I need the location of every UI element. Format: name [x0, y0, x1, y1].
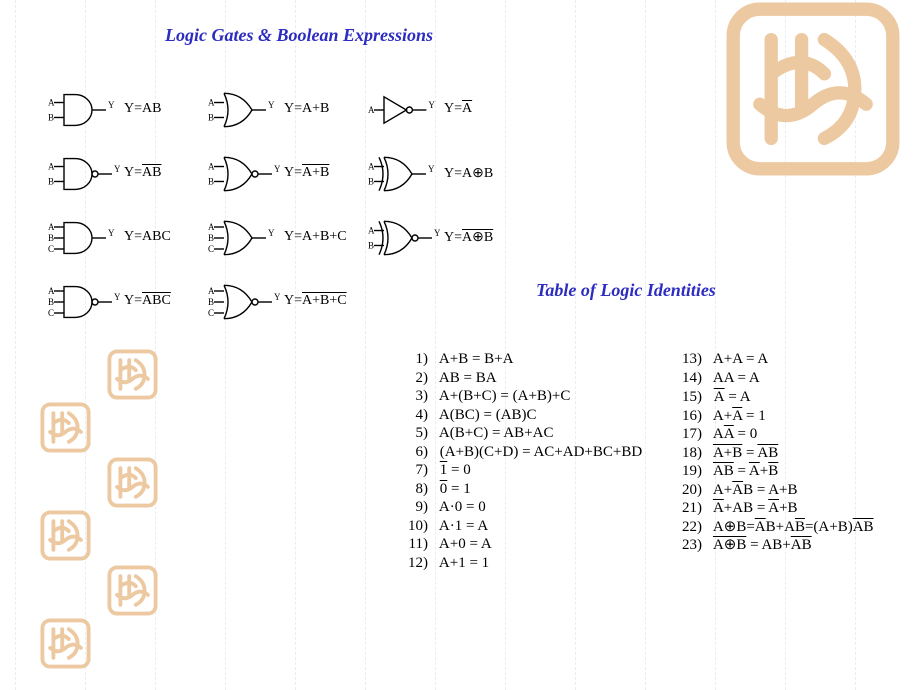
gate-nor: ABC Y Y=A+B+C	[208, 280, 368, 326]
identity-row: 14) AA = A	[672, 369, 874, 388]
seal-ornament	[105, 455, 160, 510]
svg-text:C: C	[208, 244, 214, 254]
identity-row: 12) A+1 = 1	[398, 554, 642, 573]
svg-text:A: A	[368, 162, 375, 172]
svg-text:Y: Y	[434, 228, 440, 238]
svg-text:B: B	[48, 176, 54, 186]
svg-text:A: A	[368, 105, 375, 115]
svg-text:A: A	[48, 98, 55, 108]
title-gates: Logic Gates & Boolean Expressions	[165, 25, 433, 46]
gate-nand: ABC Y Y=ABC	[48, 280, 208, 326]
title-identities: Table of Logic Identities	[536, 280, 716, 301]
svg-text:Y: Y	[108, 228, 115, 238]
gate-equation: Y=AB	[124, 101, 161, 117]
svg-text:Y: Y	[428, 100, 435, 110]
svg-text:Y: Y	[114, 164, 120, 174]
svg-text:B: B	[208, 297, 214, 307]
gate-and: ABC Y Y=ABC	[48, 216, 208, 262]
identity-row: 4) A(BC) = (AB)C	[398, 406, 642, 425]
identity-row: 23) A⊕B = AB+AB	[672, 536, 874, 555]
identity-row: 16) A+A = 1	[672, 407, 874, 426]
gate-equation: Y=A+B	[284, 165, 329, 181]
seal-ornament	[105, 347, 160, 402]
svg-text:A: A	[208, 98, 215, 108]
identity-row: 22) A⊕B=AB+AB=(A+B)AB	[672, 518, 874, 537]
gate-equation: Y=A+B	[284, 101, 329, 117]
svg-text:Y: Y	[114, 292, 120, 302]
identity-row: 6) (A+B)(C+D) = AC+AD+BC+BD	[398, 443, 642, 462]
svg-text:B: B	[48, 112, 54, 122]
identity-row: 20) A+AB = A+B	[672, 481, 874, 500]
gate-xor: AB Y Y=A⊕B	[368, 152, 528, 198]
identity-row: 7) 1 = 0	[398, 461, 642, 480]
svg-text:Y: Y	[274, 164, 280, 174]
gate-xnor: AB Y Y=A⊕B	[368, 216, 528, 262]
identity-row: 3) A+(B+C) = (A+B)+C	[398, 387, 642, 406]
seal-ornament	[105, 563, 160, 618]
identity-row: 11) A+0 = A	[398, 535, 642, 554]
gate-nor: AB Y Y=A+B	[208, 152, 368, 198]
svg-text:Y: Y	[428, 164, 435, 174]
svg-text:B: B	[208, 176, 214, 186]
gate-or: AB Y Y=A+B	[208, 88, 368, 134]
svg-text:Y: Y	[268, 100, 275, 110]
identity-row: 1) A+B = B+A	[398, 350, 642, 369]
svg-text:B: B	[368, 176, 374, 186]
svg-text:A: A	[208, 162, 215, 172]
identity-row: 19) AB = A+B	[672, 462, 874, 481]
svg-text:B: B	[48, 297, 54, 307]
svg-text:A: A	[208, 286, 215, 296]
svg-text:C: C	[48, 244, 54, 254]
gate-or: ABC Y Y=A+B+C	[208, 216, 368, 262]
svg-text:A: A	[48, 286, 55, 296]
gate-equation: Y=A+B+C	[284, 229, 347, 245]
gate-equation: Y=A⊕B	[444, 165, 493, 182]
svg-text:Y: Y	[274, 292, 280, 302]
identity-row: 21) A+AB = A+B	[672, 499, 874, 518]
gate-equation: Y=A+B+C	[284, 293, 347, 309]
gate-not: A Y Y=A	[368, 88, 528, 134]
svg-text:Y: Y	[268, 228, 275, 238]
gate-nand: AB Y Y=AB	[48, 152, 208, 198]
identity-row: 18) A+B = AB	[672, 444, 874, 463]
svg-text:B: B	[368, 240, 374, 250]
identity-row: 15) A = A	[672, 387, 874, 407]
gate-equation: Y=A	[444, 101, 472, 117]
identity-row: 5) A(B+C) = AB+AC	[398, 424, 642, 443]
svg-text:A: A	[208, 222, 215, 232]
gate-equation: Y=A⊕B	[444, 229, 493, 246]
svg-text:A: A	[368, 226, 375, 236]
svg-text:B: B	[48, 233, 54, 243]
identity-row: 9) A·0 = 0	[398, 498, 642, 517]
svg-text:A: A	[48, 162, 55, 172]
identity-row: 13) A+A = A	[672, 350, 874, 369]
seal-ornament	[718, 0, 908, 184]
gate-equation: Y=ABC	[124, 229, 171, 245]
svg-text:A: A	[48, 222, 55, 232]
gate-equation: Y=ABC	[124, 293, 171, 309]
svg-text:B: B	[208, 233, 214, 243]
svg-text:C: C	[208, 308, 214, 318]
svg-text:Y: Y	[108, 100, 115, 110]
gate-and: AB Y Y=AB	[48, 88, 208, 134]
identity-row: 17) AA = 0	[672, 425, 874, 444]
identity-row: 10) A·1 = A	[398, 517, 642, 536]
identity-row: 2) AB = BA	[398, 369, 642, 388]
gate-equation: Y=AB	[124, 165, 161, 181]
svg-text:B: B	[208, 112, 214, 122]
svg-text:C: C	[48, 308, 54, 318]
identity-row: 8) 0 = 1	[398, 480, 642, 499]
